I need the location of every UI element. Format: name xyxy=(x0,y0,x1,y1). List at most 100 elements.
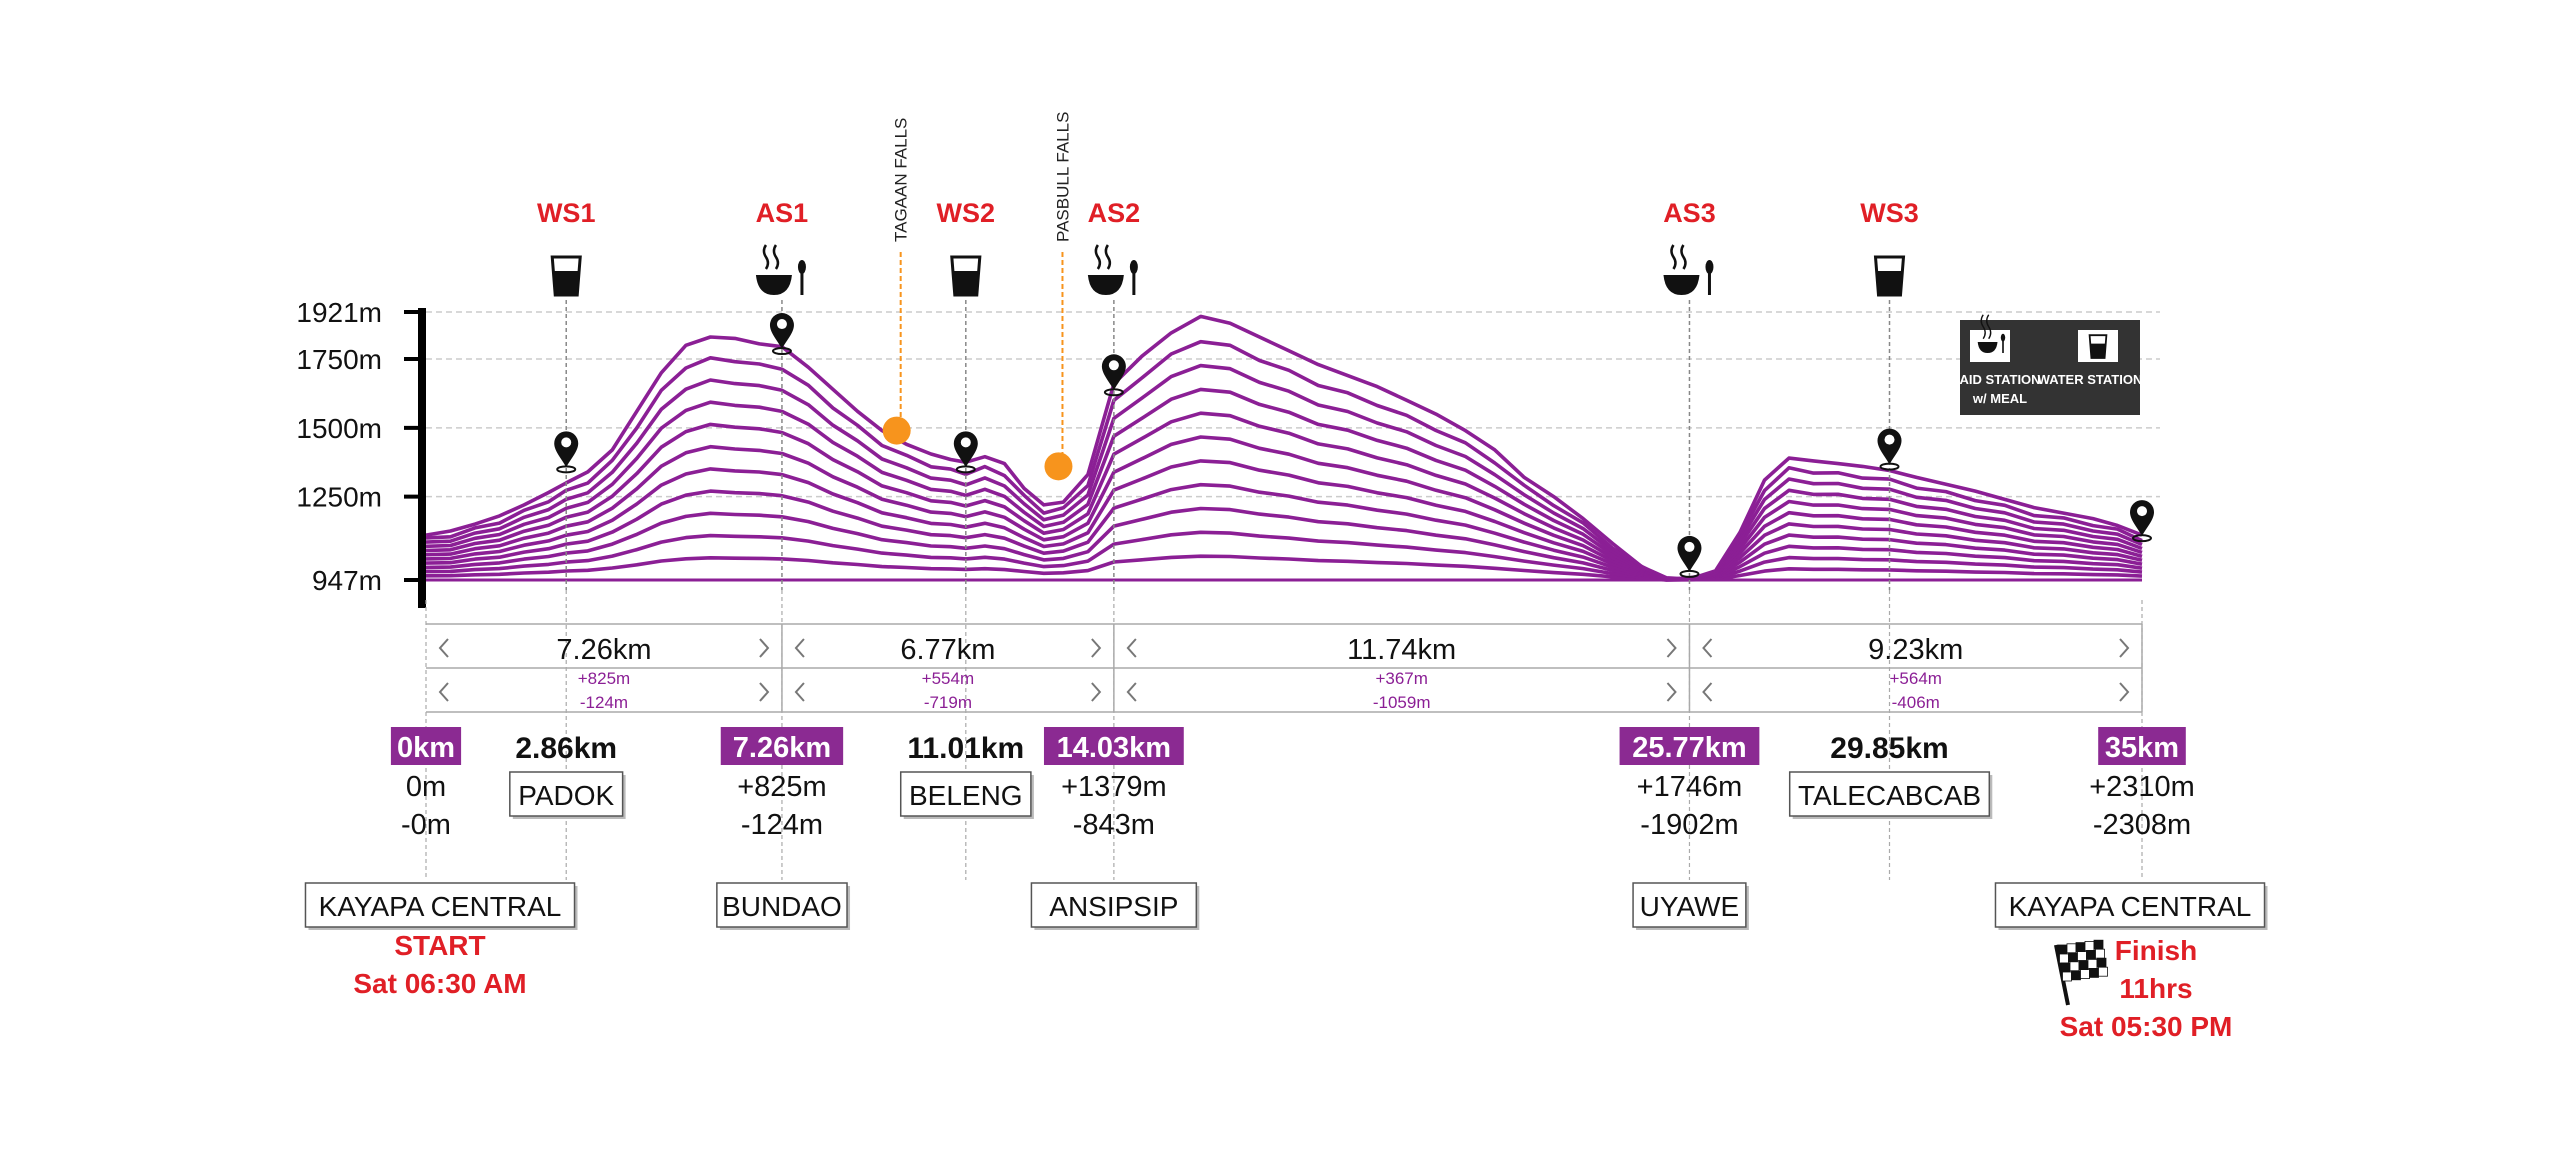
pin-base xyxy=(556,465,577,474)
pin-body xyxy=(769,313,794,350)
km-badge xyxy=(390,727,462,765)
chevron-left-icon xyxy=(794,682,805,702)
grid-layer xyxy=(426,311,2160,498)
map-pin-icon xyxy=(1877,428,1902,471)
legend-aid-icon xyxy=(1970,314,2010,362)
glass-water xyxy=(553,271,579,295)
checkpoint-name: PADOK xyxy=(518,780,614,811)
segment-distance: 6.77km xyxy=(900,634,995,666)
station-label: AS2 xyxy=(1088,198,1141,228)
chevron-right-icon xyxy=(759,638,770,658)
glass-water xyxy=(1877,271,1903,295)
segment-ruler: 9.23km +564m -406m xyxy=(1702,624,2143,712)
km-label: 11.01km xyxy=(907,732,1024,765)
falls-marker: PASBULL FALLS xyxy=(1044,112,1073,481)
label-box xyxy=(899,771,1032,817)
y-tick-label: 1250m xyxy=(296,482,382,513)
flag-square xyxy=(2069,961,2080,972)
cumulative-loss: -124m xyxy=(741,809,823,841)
flag-square xyxy=(2062,971,2072,982)
stations-layer: WS1 AS1 WS2 AS2 AS3 WS3 xyxy=(425,198,2143,880)
cumulative-loss: -0m xyxy=(401,809,451,841)
flag-square xyxy=(2066,943,2077,954)
flag-square xyxy=(2077,951,2087,961)
station-as1: AS1 xyxy=(755,198,808,880)
checkpoint: 14.03km +1379m -843m ANSIPSIP xyxy=(1030,727,1200,930)
flag-square xyxy=(2087,959,2098,969)
pin-hole xyxy=(561,437,572,448)
segment-loss: -1059m xyxy=(1373,693,1431,712)
finish-label: Finish xyxy=(2115,935,2197,966)
pin-hole xyxy=(776,319,787,330)
falls-dot xyxy=(1044,452,1073,481)
label-box xyxy=(1788,771,1991,817)
flag-square xyxy=(2060,962,2071,973)
pin-body xyxy=(1101,354,1126,391)
flag-square xyxy=(2078,960,2089,970)
map-pin-icon xyxy=(1101,354,1126,397)
cumulative-loss: -843m xyxy=(1073,809,1155,841)
checkpoint: 35km +2310m -2308m KAYAPA CENTRAL xyxy=(1994,727,2268,930)
water-checkpoint: 29.85km TALECABCAB xyxy=(1788,732,1993,819)
glass-water xyxy=(2090,343,2106,358)
bowl-shape xyxy=(1977,342,1998,353)
pin-body xyxy=(554,431,579,468)
map-pin-icon xyxy=(769,313,794,356)
chevron-right-icon xyxy=(1666,638,1677,658)
km-label: 14.03km xyxy=(1057,732,1172,764)
profile-series-line xyxy=(425,482,2143,582)
segment-gain: +367m xyxy=(1375,669,1427,688)
profile-series-line xyxy=(425,506,2143,582)
profile-series-line xyxy=(425,435,2143,582)
flag-square xyxy=(2096,957,2107,968)
checkpoint-name: KAYAPA CENTRAL xyxy=(2009,891,2252,922)
flag-square xyxy=(2080,969,2090,979)
y-tick-label: 1921m xyxy=(296,297,382,328)
profile-series-line xyxy=(425,411,2143,582)
checkered-flag-icon xyxy=(2054,939,2108,1006)
profile-series-line xyxy=(425,530,2143,582)
checkpoint: 25.77km +1746m -1902m UYAWE xyxy=(1619,727,1760,930)
falls-label: PASBULL FALLS xyxy=(1053,112,1072,242)
station-label: WS3 xyxy=(1860,198,1919,228)
cumulative-gain: +1379m xyxy=(1061,771,1167,803)
segment-gain: +554m xyxy=(922,669,974,688)
km-label: 35km xyxy=(2105,732,2179,764)
start-label: START xyxy=(394,930,485,961)
glass-water xyxy=(953,271,979,295)
checkpoint-name: UYAWE xyxy=(1640,891,1740,922)
profile-series-line xyxy=(425,314,2143,581)
falls-label: TAGAAN FALLS xyxy=(892,118,911,242)
km-label: 2.86km xyxy=(515,732,617,765)
chevron-left-icon xyxy=(1126,682,1137,702)
checkpoints-layer: 0km 0m -0m KAYAPA CENTRAL 7.26km +825m -124m BU… xyxy=(304,727,2268,930)
steam-lines xyxy=(1670,244,1687,270)
flag-square xyxy=(2098,966,2108,977)
label-box xyxy=(716,882,848,928)
flag-square xyxy=(2059,953,2069,964)
checkpoint-name: KAYAPA CENTRAL xyxy=(319,891,562,922)
pin-body xyxy=(1877,428,1902,465)
segment-ruler: 6.77km +554m -719m xyxy=(794,624,1115,712)
segment-distance: 9.23km xyxy=(1868,634,1963,666)
pin-base xyxy=(955,465,976,474)
y-axis: 1921m 1750m 1500m 1250m 947m xyxy=(296,297,426,608)
pin-base xyxy=(771,347,792,356)
segment-loss: -406m xyxy=(1892,693,1940,712)
segment-ruler: 7.26km +825m -124m xyxy=(438,624,783,712)
aid-station-icon xyxy=(755,244,806,295)
bowl-shape xyxy=(1087,275,1124,295)
flag-square xyxy=(2084,941,2095,951)
spoon-head xyxy=(1705,260,1714,274)
legend: AID STATION w/ MEAL WATER STATION xyxy=(1959,314,2142,415)
flag-square xyxy=(2086,950,2096,960)
cumulative-gain: +825m xyxy=(737,771,826,803)
km-label: 29.85km xyxy=(1830,732,1948,765)
chevron-right-icon xyxy=(1091,638,1102,658)
pin-base xyxy=(1679,569,1700,578)
pin-body xyxy=(1677,535,1702,572)
finish-time: Sat 05:30 PM xyxy=(2060,1011,2233,1042)
label-box xyxy=(1030,882,1198,928)
segment-loss: -124m xyxy=(580,693,628,712)
pin-hole xyxy=(960,437,971,448)
